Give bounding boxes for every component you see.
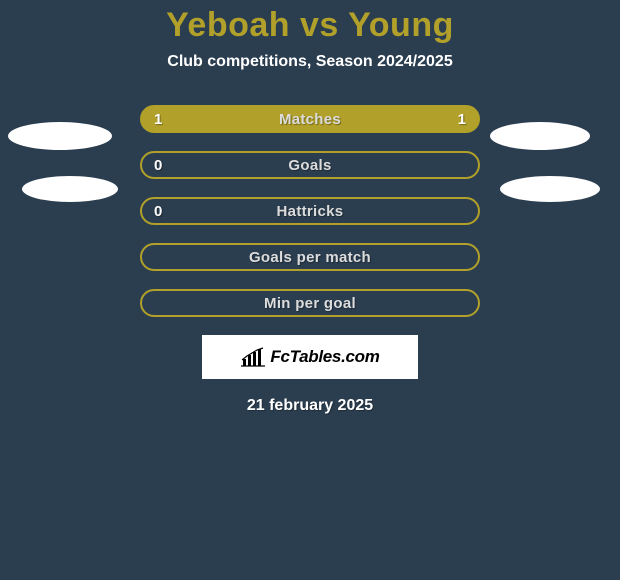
stat-label: Matches xyxy=(142,107,478,131)
stat-row-goals-per-match: Goals per match xyxy=(140,243,480,271)
branding-logo-text: FcTables.com xyxy=(270,347,379,367)
branding-logo-box: FcTables.com xyxy=(202,335,418,379)
stat-label: Goals xyxy=(142,153,478,177)
stat-row-goals: 0 Goals xyxy=(140,151,480,179)
stat-right-value: 1 xyxy=(458,107,466,131)
snapshot-date: 21 february 2025 xyxy=(0,397,620,415)
decorative-ellipse xyxy=(22,176,118,202)
stat-label: Goals per match xyxy=(142,245,478,269)
decorative-ellipse xyxy=(500,176,600,202)
stat-label: Hattricks xyxy=(142,199,478,223)
page-title: Yeboah vs Young xyxy=(0,6,620,45)
decorative-ellipse xyxy=(8,122,112,150)
bar-chart-icon xyxy=(240,347,266,367)
comparison-card: Yeboah vs Young Club competitions, Seaso… xyxy=(0,0,620,415)
page-subtitle: Club competitions, Season 2024/2025 xyxy=(0,53,620,71)
stat-label: Min per goal xyxy=(142,291,478,315)
stat-row-hattricks: 0 Hattricks xyxy=(140,197,480,225)
stat-row-min-per-goal: Min per goal xyxy=(140,289,480,317)
stat-row-matches: 1 Matches 1 xyxy=(140,105,480,133)
decorative-ellipse xyxy=(490,122,590,150)
